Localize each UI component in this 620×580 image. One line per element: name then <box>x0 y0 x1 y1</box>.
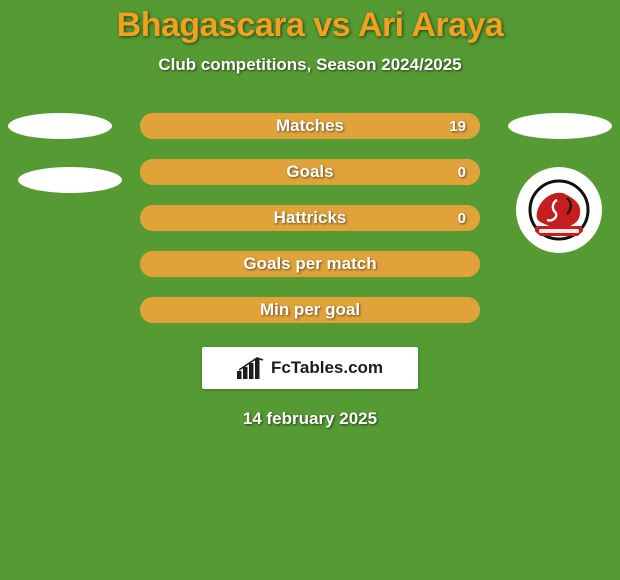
stat-bar-label: Min per goal <box>140 297 480 323</box>
attribution-badge: FcTables.com <box>202 347 418 389</box>
right-badge-ellipse <box>508 113 612 139</box>
stat-bar-value: 0 <box>458 159 466 185</box>
attribution-text: FcTables.com <box>271 358 383 378</box>
chart-icon <box>237 357 265 379</box>
stat-row: Goals0 <box>140 159 480 185</box>
stat-row: Min per goal <box>140 297 480 323</box>
page-title: Bhagascara vs Ari Araya <box>0 0 620 45</box>
stat-bar-value: 19 <box>449 113 466 139</box>
stat-row: Goals per match <box>140 251 480 277</box>
page-subtitle: Club competitions, Season 2024/2025 <box>0 55 620 75</box>
stat-bar-label: Matches <box>140 113 480 139</box>
left-badge-ellipse-2 <box>18 167 122 193</box>
footer-date: 14 february 2025 <box>0 409 620 429</box>
stat-bar-label: Goals <box>140 159 480 185</box>
stat-row: Matches19 <box>140 113 480 139</box>
club-crest-icon <box>527 178 591 242</box>
right-badge-circle <box>516 167 602 253</box>
stat-bar-label: Goals per match <box>140 251 480 277</box>
stat-bars: Matches19Goals0Hattricks0Goals per match… <box>140 113 480 323</box>
stats-stage: Matches19Goals0Hattricks0Goals per match… <box>0 113 620 323</box>
stat-row: Hattricks0 <box>140 205 480 231</box>
left-badge-ellipse-1 <box>8 113 112 139</box>
stat-bar-label: Hattricks <box>140 205 480 231</box>
infographic-root: Bhagascara vs Ari Araya Club competition… <box>0 0 620 580</box>
stat-bar-value: 0 <box>458 205 466 231</box>
